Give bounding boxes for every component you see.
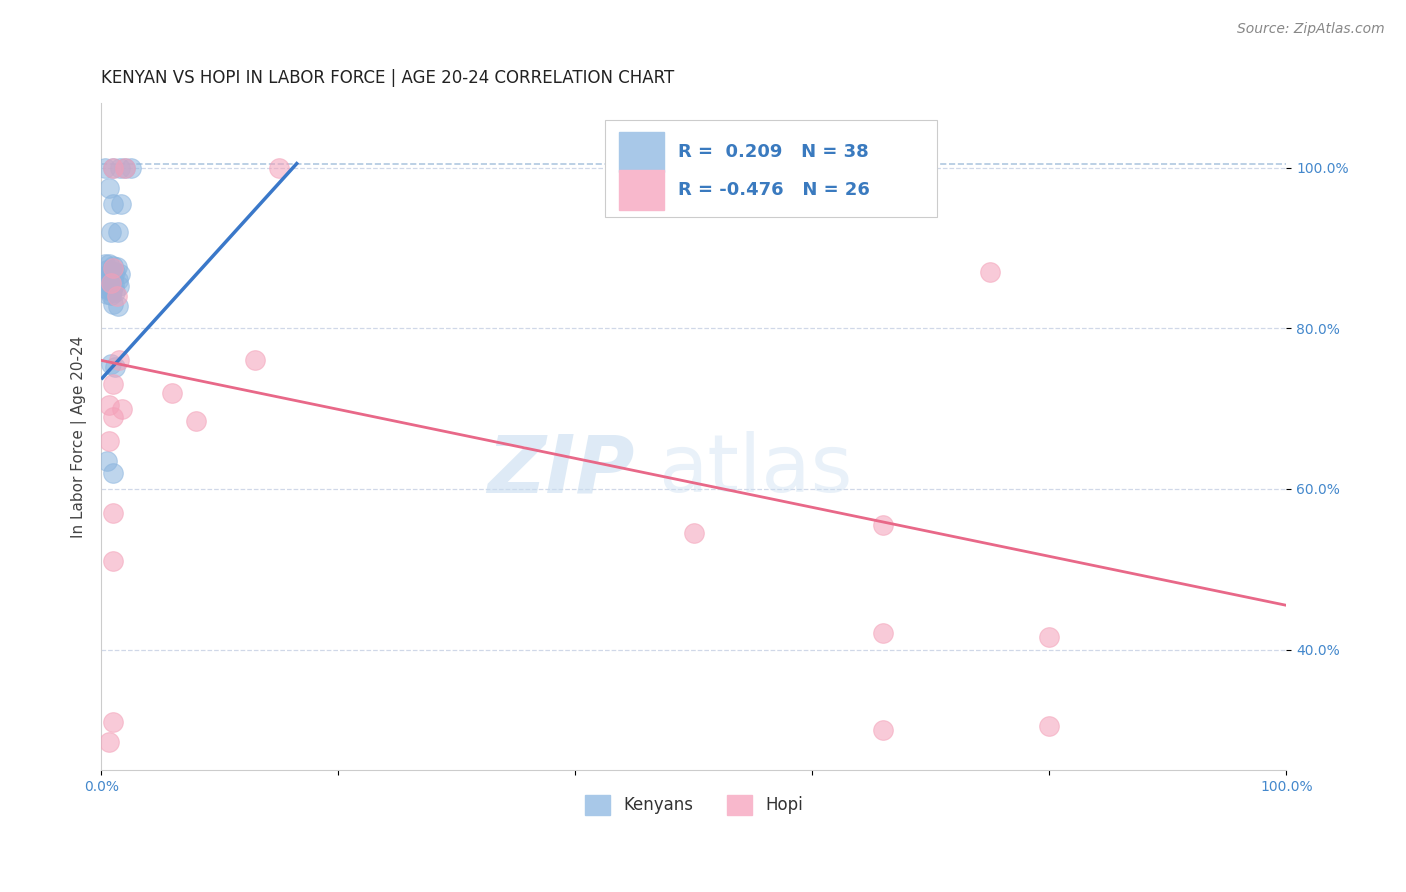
Point [98, 434, 121, 448]
Point [101, 161, 124, 175]
Point [104, 265, 127, 279]
Point [108, 161, 131, 175]
Point [105, 289, 128, 303]
Text: Source: ZipAtlas.com: Source: ZipAtlas.com [1237, 22, 1385, 37]
Point [101, 161, 124, 175]
Point [93, 281, 115, 295]
Point [97, 283, 120, 297]
Point [108, 353, 131, 368]
Point [111, 401, 134, 416]
Point [101, 196, 124, 211]
Point [98, 277, 121, 291]
Point [1038, 631, 1060, 645]
Point [110, 196, 132, 211]
Point [101, 409, 124, 424]
Point [107, 225, 129, 239]
Point [96, 286, 118, 301]
Point [100, 225, 122, 239]
Text: KENYAN VS HOPI IN LABOR FORCE | AGE 20-24 CORRELATION CHART: KENYAN VS HOPI IN LABOR FORCE | AGE 20-2… [101, 69, 675, 87]
Point [1038, 719, 1060, 733]
Legend: Kenyans, Hopi: Kenyans, Hopi [578, 788, 810, 822]
Text: R =  0.209   N = 38: R = 0.209 N = 38 [678, 143, 869, 161]
Point [872, 518, 894, 533]
Point [101, 271, 124, 285]
Point [979, 265, 1001, 279]
Point [108, 279, 131, 293]
Point [682, 526, 704, 541]
Point [101, 714, 124, 729]
Point [104, 285, 127, 299]
FancyBboxPatch shape [605, 120, 936, 217]
Point [98, 257, 121, 271]
Point [105, 260, 128, 275]
Point [120, 161, 142, 175]
Point [93, 161, 115, 175]
Point [101, 260, 124, 275]
Point [100, 277, 122, 291]
Point [100, 358, 122, 372]
Point [101, 259, 124, 273]
Text: ZIP: ZIP [486, 431, 634, 509]
Point [96, 454, 118, 468]
Point [103, 277, 125, 292]
Point [107, 299, 129, 313]
Point [98, 398, 121, 412]
Point [872, 723, 894, 737]
Point [101, 506, 124, 520]
Point [93, 257, 115, 271]
FancyBboxPatch shape [619, 132, 664, 172]
Point [93, 268, 115, 283]
Point [114, 161, 136, 175]
Point [267, 161, 290, 175]
Point [94, 276, 117, 290]
Point [98, 180, 121, 194]
Point [98, 735, 121, 749]
Point [101, 285, 124, 299]
Point [101, 554, 124, 568]
Point [184, 414, 207, 428]
Point [100, 265, 122, 279]
Point [114, 161, 136, 175]
Text: R = -0.476   N = 26: R = -0.476 N = 26 [678, 181, 870, 199]
Point [101, 297, 124, 311]
Point [245, 353, 267, 368]
Point [104, 359, 127, 374]
Point [107, 273, 129, 287]
Point [96, 262, 118, 277]
Point [101, 466, 124, 480]
Point [108, 267, 131, 281]
Text: atlas: atlas [658, 431, 852, 509]
Point [872, 626, 894, 640]
FancyBboxPatch shape [619, 170, 664, 210]
Point [97, 270, 120, 285]
Y-axis label: In Labor Force | Age 20-24: In Labor Force | Age 20-24 [72, 335, 87, 538]
Point [162, 385, 184, 400]
Point [101, 377, 124, 392]
Point [100, 287, 122, 301]
